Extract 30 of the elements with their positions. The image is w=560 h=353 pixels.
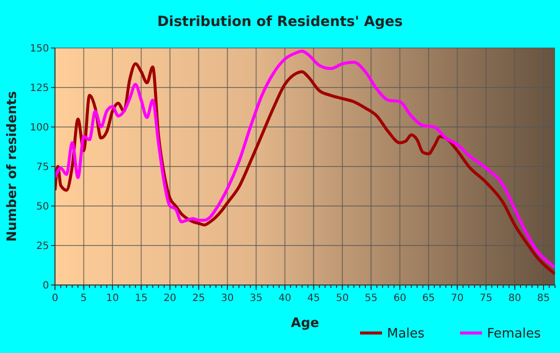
chart-title: Distribution of Residents' Ages	[157, 14, 403, 30]
x-tick-label: 85	[537, 293, 550, 304]
x-tick-label: 65	[422, 293, 435, 304]
y-tick-label: 150	[30, 44, 49, 54]
x-tick-label: 60	[393, 293, 406, 304]
x-tick-label: 70	[450, 293, 464, 304]
x-tick-label: 75	[480, 293, 492, 304]
y-tick-label: 0	[42, 280, 49, 292]
y-axis-title: Number of residents	[5, 90, 20, 242]
y-tick-label: 75	[36, 162, 49, 173]
x-tick-label: 20	[164, 293, 176, 304]
x-tick-label: 15	[134, 293, 148, 304]
y-tick-label: 50	[36, 202, 49, 212]
x-tick-label: 80	[508, 293, 522, 304]
x-axis-title: Age	[290, 316, 320, 331]
x-tick-label: 35	[250, 293, 263, 304]
legend-label: Females	[487, 326, 542, 342]
x-tick-label: 50	[336, 293, 349, 304]
x-tick-label: 30	[221, 293, 234, 304]
y-tick-label: 100	[30, 122, 49, 134]
x-tick-label: 45	[307, 293, 320, 304]
x-tick-label: 0	[52, 293, 58, 304]
legend-label: Males	[387, 326, 425, 342]
x-tick-label: 55	[364, 293, 378, 304]
y-tick-label: 125	[30, 83, 49, 94]
x-tick-label: 10	[106, 293, 119, 304]
x-tick-label: 40	[278, 293, 292, 304]
x-tick-label: 25	[192, 293, 206, 304]
y-tick-label: 25	[36, 241, 49, 252]
x-tick-label: 5	[80, 293, 87, 304]
